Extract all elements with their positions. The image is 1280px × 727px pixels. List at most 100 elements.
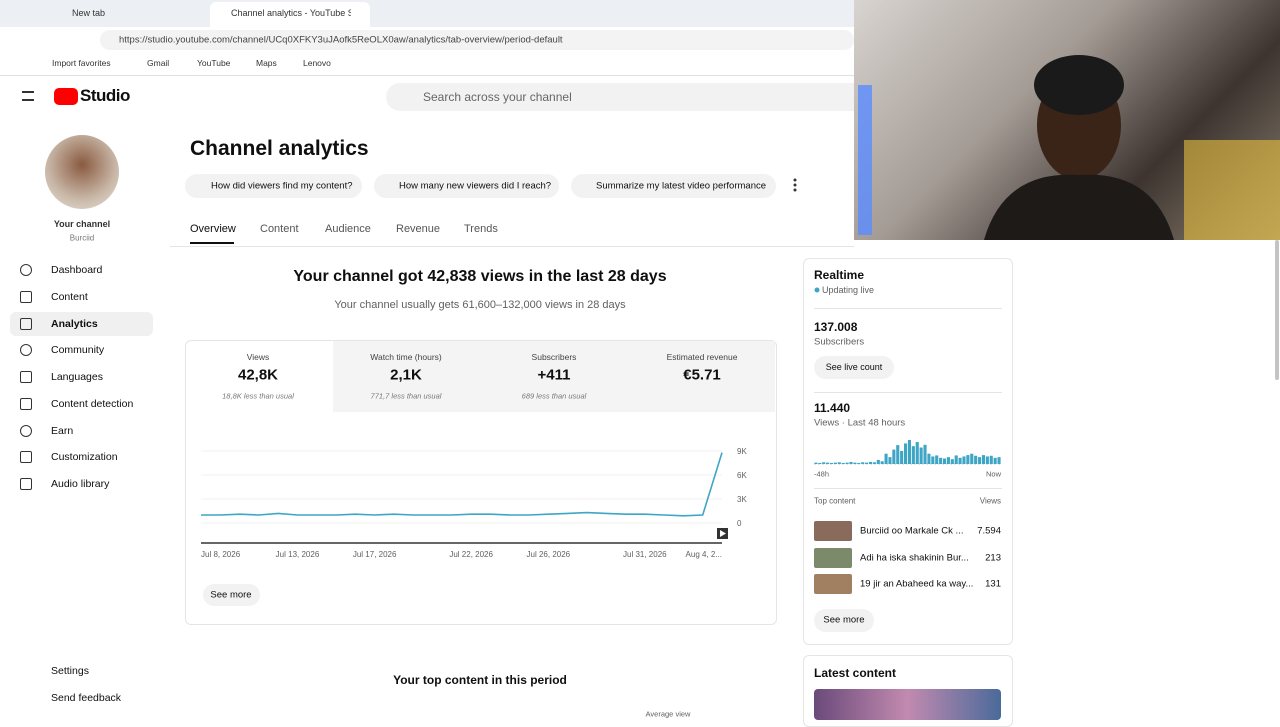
logo[interactable]: Studio	[80, 86, 130, 105]
bookmark[interactable]: Maps	[256, 58, 277, 68]
realtime-bar	[814, 462, 818, 464]
nav-item[interactable]: Languages	[51, 371, 103, 383]
nav-item[interactable]: Audio library	[51, 478, 110, 490]
metric-label[interactable]: Subscribers	[531, 352, 577, 362]
nav-item[interactable]: Settings	[51, 665, 89, 677]
thumbnail[interactable]	[814, 547, 852, 568]
top-content-label: Top content	[814, 496, 856, 506]
see-more-button[interactable]	[203, 584, 260, 606]
thumbnail[interactable]	[814, 521, 852, 541]
bookmark[interactable]: Gmail	[147, 58, 170, 68]
column-header: Average view	[645, 709, 691, 719]
thumbnail[interactable]	[814, 574, 852, 594]
nav-item[interactable]: Content detection	[51, 397, 134, 410]
realtime-bar	[822, 462, 826, 464]
search-box[interactable]	[386, 83, 854, 111]
nav-item[interactable]: Earn	[51, 424, 74, 437]
realtime-bar	[884, 453, 888, 464]
divider	[814, 308, 1002, 309]
analytics-tab[interactable]: Content	[260, 223, 299, 235]
metric-value[interactable]: 42,8K	[237, 366, 279, 384]
live-count-text[interactable]: See live count	[825, 362, 883, 372]
nav-item[interactable]: Dashboard	[51, 264, 103, 276]
metric-label[interactable]: Estimated revenue	[666, 352, 738, 362]
video-title[interactable]: 19 jir an Abaheed ka way...	[860, 578, 974, 590]
realtime-bar	[985, 456, 989, 464]
prompt-chip[interactable]	[185, 174, 362, 198]
menu-icon[interactable]	[22, 91, 34, 101]
realtime-bar	[892, 449, 896, 464]
live-dot	[814, 287, 820, 293]
realtime-bar	[923, 444, 927, 464]
active-tab[interactable]	[210, 2, 370, 27]
realtime-bar	[837, 462, 841, 464]
views-line	[201, 452, 723, 517]
prompt-text[interactable]: Summarize my latest video performance	[596, 180, 767, 192]
avatar[interactable]	[45, 135, 119, 209]
metric-note: 18,8K less than usual	[222, 391, 294, 401]
bookmark[interactable]: YouTube	[197, 58, 231, 68]
analytics-tab[interactable]: Audience	[325, 223, 371, 235]
bookmark-bar-line	[0, 75, 854, 76]
metric-value[interactable]: +411	[537, 366, 571, 384]
bookmark[interactable]: Import favorites	[52, 58, 111, 68]
metric-label[interactable]: Views	[246, 352, 270, 362]
realtime-title: Realtime	[814, 268, 865, 282]
video-title[interactable]: Adi ha iska shakinin Bur...	[860, 552, 969, 563]
divider	[814, 392, 1002, 393]
realtime-bar	[915, 442, 919, 464]
realtime-bar	[954, 455, 958, 464]
tab-underline	[190, 242, 234, 244]
realtime-bar	[853, 462, 857, 464]
realtime-bar	[950, 459, 954, 464]
video-title[interactable]: Burciid oo Markale Ck ...	[860, 525, 964, 537]
realtime-card	[803, 258, 1013, 645]
tab-title[interactable]: Channel analytics - YouTube Studio	[231, 8, 351, 18]
realtime-bar	[829, 462, 834, 464]
realtime-bar	[849, 461, 853, 464]
nav-item[interactable]: Send feedback	[51, 692, 122, 704]
realtime-bar	[818, 462, 822, 464]
nav-item[interactable]: Analytics	[51, 317, 98, 330]
see-more[interactable]: See more	[823, 614, 865, 626]
tab-title[interactable]: New tab	[72, 8, 106, 18]
logo-icon[interactable]	[54, 88, 78, 105]
scrollbar-thumb[interactable]	[1275, 240, 1279, 380]
channel-name: Burciid	[69, 233, 95, 243]
search-placeholder[interactable]: Search across your channel	[423, 90, 572, 104]
nav-item[interactable]: Community	[51, 344, 105, 357]
analytics-tab[interactable]: Trends	[464, 223, 498, 235]
realtime-bar	[857, 462, 861, 464]
analytics-tab[interactable]: Overview	[190, 223, 236, 235]
y-tick-label: 6K	[737, 471, 747, 480]
see-more[interactable]: See more	[210, 589, 252, 601]
latest-thumbnail[interactable]	[814, 689, 1001, 720]
prompt-chip[interactable]	[571, 174, 776, 198]
views-count: 11.440	[814, 401, 851, 415]
bookmark[interactable]: Lenovo	[303, 58, 331, 68]
nav-icon	[20, 397, 32, 410]
realtime-bar	[868, 461, 873, 464]
prompt-text[interactable]: How did viewers find my content?	[211, 180, 353, 192]
realtime-bar	[935, 455, 939, 464]
views-column: Views	[979, 496, 1001, 506]
realtime-bar	[946, 457, 950, 464]
analytics-tab[interactable]: Revenue	[396, 223, 441, 235]
realtime-see-more-button[interactable]	[814, 609, 874, 632]
metric-label[interactable]: Watch time (hours)	[370, 352, 442, 362]
address-bar[interactable]	[100, 30, 854, 50]
prompt-text[interactable]: How many new viewers did I reach?	[399, 180, 552, 192]
url[interactable]: https://studio.youtube.com/channel/UCq0X…	[119, 34, 563, 46]
metric-value[interactable]: 2,1K	[390, 366, 422, 384]
realtime-bar	[865, 462, 869, 464]
realtime-bar	[896, 445, 900, 464]
axis-end: Now	[985, 469, 1001, 479]
nav-item[interactable]: Customization	[51, 451, 118, 464]
metric-value[interactable]: €5.71	[683, 366, 721, 384]
prompt-chip[interactable]	[374, 174, 559, 198]
live-count-button[interactable]	[814, 356, 894, 379]
video-views: 7.594	[977, 525, 1001, 537]
nav-item[interactable]: Content	[51, 290, 88, 303]
